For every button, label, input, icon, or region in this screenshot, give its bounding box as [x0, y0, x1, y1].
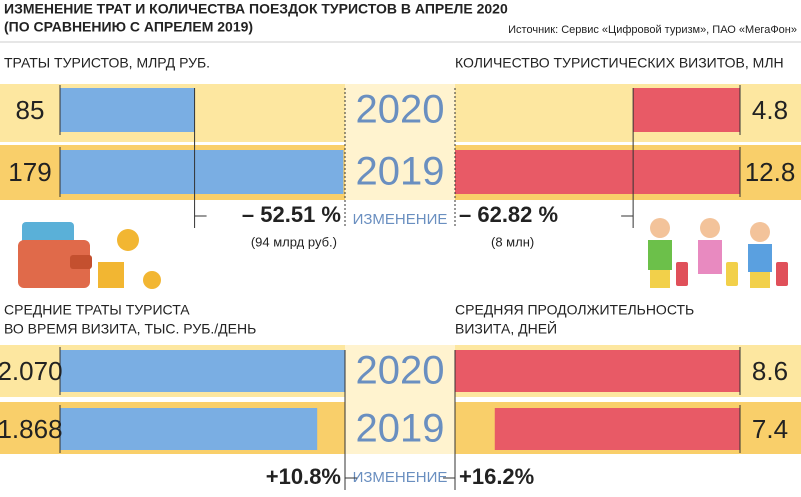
subtitle: (ПО СРАВНЕНИЮ С АПРЕЛЕМ 2019): [4, 19, 253, 35]
year-label: 2020: [356, 88, 445, 132]
source: Источник: Сервис «Цифровой туризм», ПАО …: [508, 24, 797, 36]
year-label: 2019: [356, 150, 445, 194]
chart-title: ВО ВРЕМЯ ВИЗИТА, ТЫС. РУБ./ДЕНЬ: [4, 321, 256, 337]
value-label: 85: [16, 95, 45, 125]
change-note: (8 млн): [491, 234, 534, 249]
bar: [60, 408, 318, 450]
chart-title: СРЕДНЯЯ ПРОДОЛЖИТЕЛЬНОСТЬ: [455, 302, 694, 318]
change-value: +10.8%: [266, 464, 341, 489]
bar: [455, 350, 740, 392]
travelers-icon: [648, 218, 788, 288]
bar: [494, 408, 740, 450]
wallet-icon: [18, 222, 161, 289]
bar: [633, 88, 740, 132]
change-label: ИЗМЕНЕНИЕ: [353, 469, 448, 486]
change-note: (94 млрд руб.): [251, 234, 337, 249]
bar: [455, 150, 740, 194]
change-value: +16.2%: [459, 464, 534, 489]
value-label: 12.8: [745, 157, 796, 187]
value-label: 2.070: [0, 356, 63, 386]
year-label: 2019: [356, 407, 445, 451]
value-label: 179: [8, 157, 51, 187]
title: ИЗМЕНЕНИЕ ТРАТ И КОЛИЧЕСТВА ПОЕЗДОК ТУРИ…: [4, 1, 508, 17]
bar: [60, 150, 344, 194]
bar: [60, 88, 195, 132]
value-label: 1.868: [0, 414, 63, 444]
change-value: – 62.82 %: [459, 202, 558, 227]
year-label: 2020: [356, 349, 445, 393]
change-value: – 52.51 %: [242, 202, 341, 227]
value-label: 4.8: [752, 95, 788, 125]
band-center: [345, 345, 455, 454]
chart-title: ТРАТЫ ТУРИСТОВ, МЛРД РУБ.: [4, 55, 210, 71]
chart-title: КОЛИЧЕСТВО ТУРИСТИЧЕСКИХ ВИЗИТОВ, МЛН: [455, 55, 784, 71]
value-label: 7.4: [752, 414, 788, 444]
change-label: ИЗМЕНЕНИЕ: [353, 211, 448, 228]
bar: [60, 350, 345, 392]
value-label: 8.6: [752, 356, 788, 386]
chart-title: СРЕДНИЕ ТРАТЫ ТУРИСТА: [4, 302, 190, 318]
band-center: [345, 84, 455, 200]
chart-title: ВИЗИТА, ДНЕЙ: [455, 320, 557, 337]
